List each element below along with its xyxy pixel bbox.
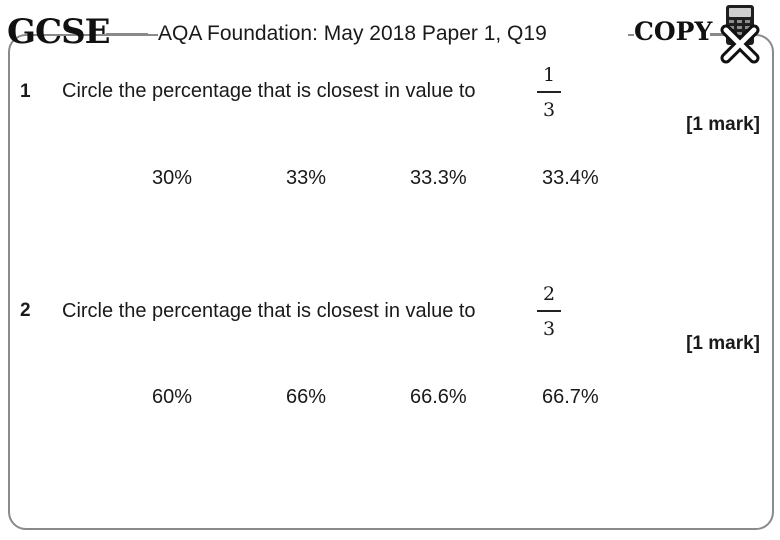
title-connector-line (106, 33, 148, 35)
answer-option[interactable]: 33% (286, 167, 327, 189)
page-title: AQA Foundation: May 2018 Paper 1, Q19 (158, 19, 628, 51)
question-text: Circle the percentage that is closest in… (62, 80, 476, 102)
answer-option[interactable]: 60% (152, 386, 193, 408)
fraction-denominator: 3 (542, 317, 556, 340)
question-number: 1 (20, 81, 31, 102)
answer-option[interactable]: 66.6% (410, 386, 467, 408)
worksheet-frame (8, 34, 774, 530)
answer-option[interactable]: 33.4% (542, 167, 599, 189)
copy-logo: COPY (634, 14, 712, 50)
answer-option[interactable]: 33.3% (410, 167, 467, 189)
gcse-logo: GCSE (7, 12, 111, 52)
marks-label: [1 mark] (686, 114, 760, 135)
fraction-bar (537, 310, 561, 312)
question-text: Circle the percentage that is closest in… (62, 300, 476, 322)
question-number: 2 (20, 300, 31, 321)
fraction-numerator: 1 (542, 64, 556, 86)
answer-option[interactable]: 66.7% (542, 386, 599, 408)
fraction-two-thirds: 2 3 (537, 282, 561, 341)
fraction-denominator: 3 (542, 98, 556, 121)
answer-option[interactable]: 30% (152, 167, 193, 189)
answer-option[interactable]: 66% (286, 386, 327, 408)
marks-label: [1 mark] (686, 333, 760, 354)
fraction-one-third: 1 3 (537, 63, 561, 122)
calculator-crossed-icon (720, 5, 760, 64)
copy-connector-line (708, 33, 730, 35)
fraction-numerator: 2 (542, 283, 556, 305)
fraction-bar (537, 91, 561, 93)
